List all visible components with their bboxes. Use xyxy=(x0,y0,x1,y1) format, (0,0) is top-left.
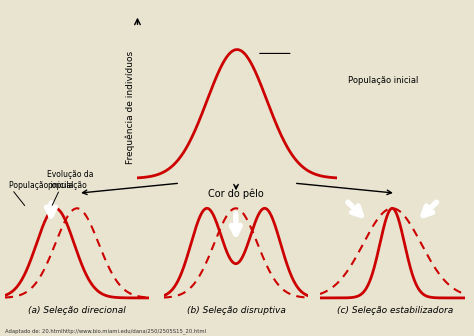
Text: População inicial: População inicial xyxy=(9,181,74,190)
Text: População inicial: População inicial xyxy=(348,76,419,85)
Text: (b) Seleção disruptiva: (b) Seleção disruptiva xyxy=(187,306,285,315)
Text: Frequência de indivíduos: Frequência de indivíduos xyxy=(126,51,135,164)
Text: Adaptado de: 20.htmlhttp://www.bio.miami.edu/dana/250/2505S15_20.html: Adaptado de: 20.htmlhttp://www.bio.miami… xyxy=(5,329,206,334)
Text: Evolução da
população: Evolução da população xyxy=(47,170,94,190)
Text: (c) Seleção estabilizadora: (c) Seleção estabilizadora xyxy=(337,306,453,315)
Text: Cor do pêlo: Cor do pêlo xyxy=(208,188,264,199)
Text: (a) Seleção direcional: (a) Seleção direcional xyxy=(28,306,126,315)
